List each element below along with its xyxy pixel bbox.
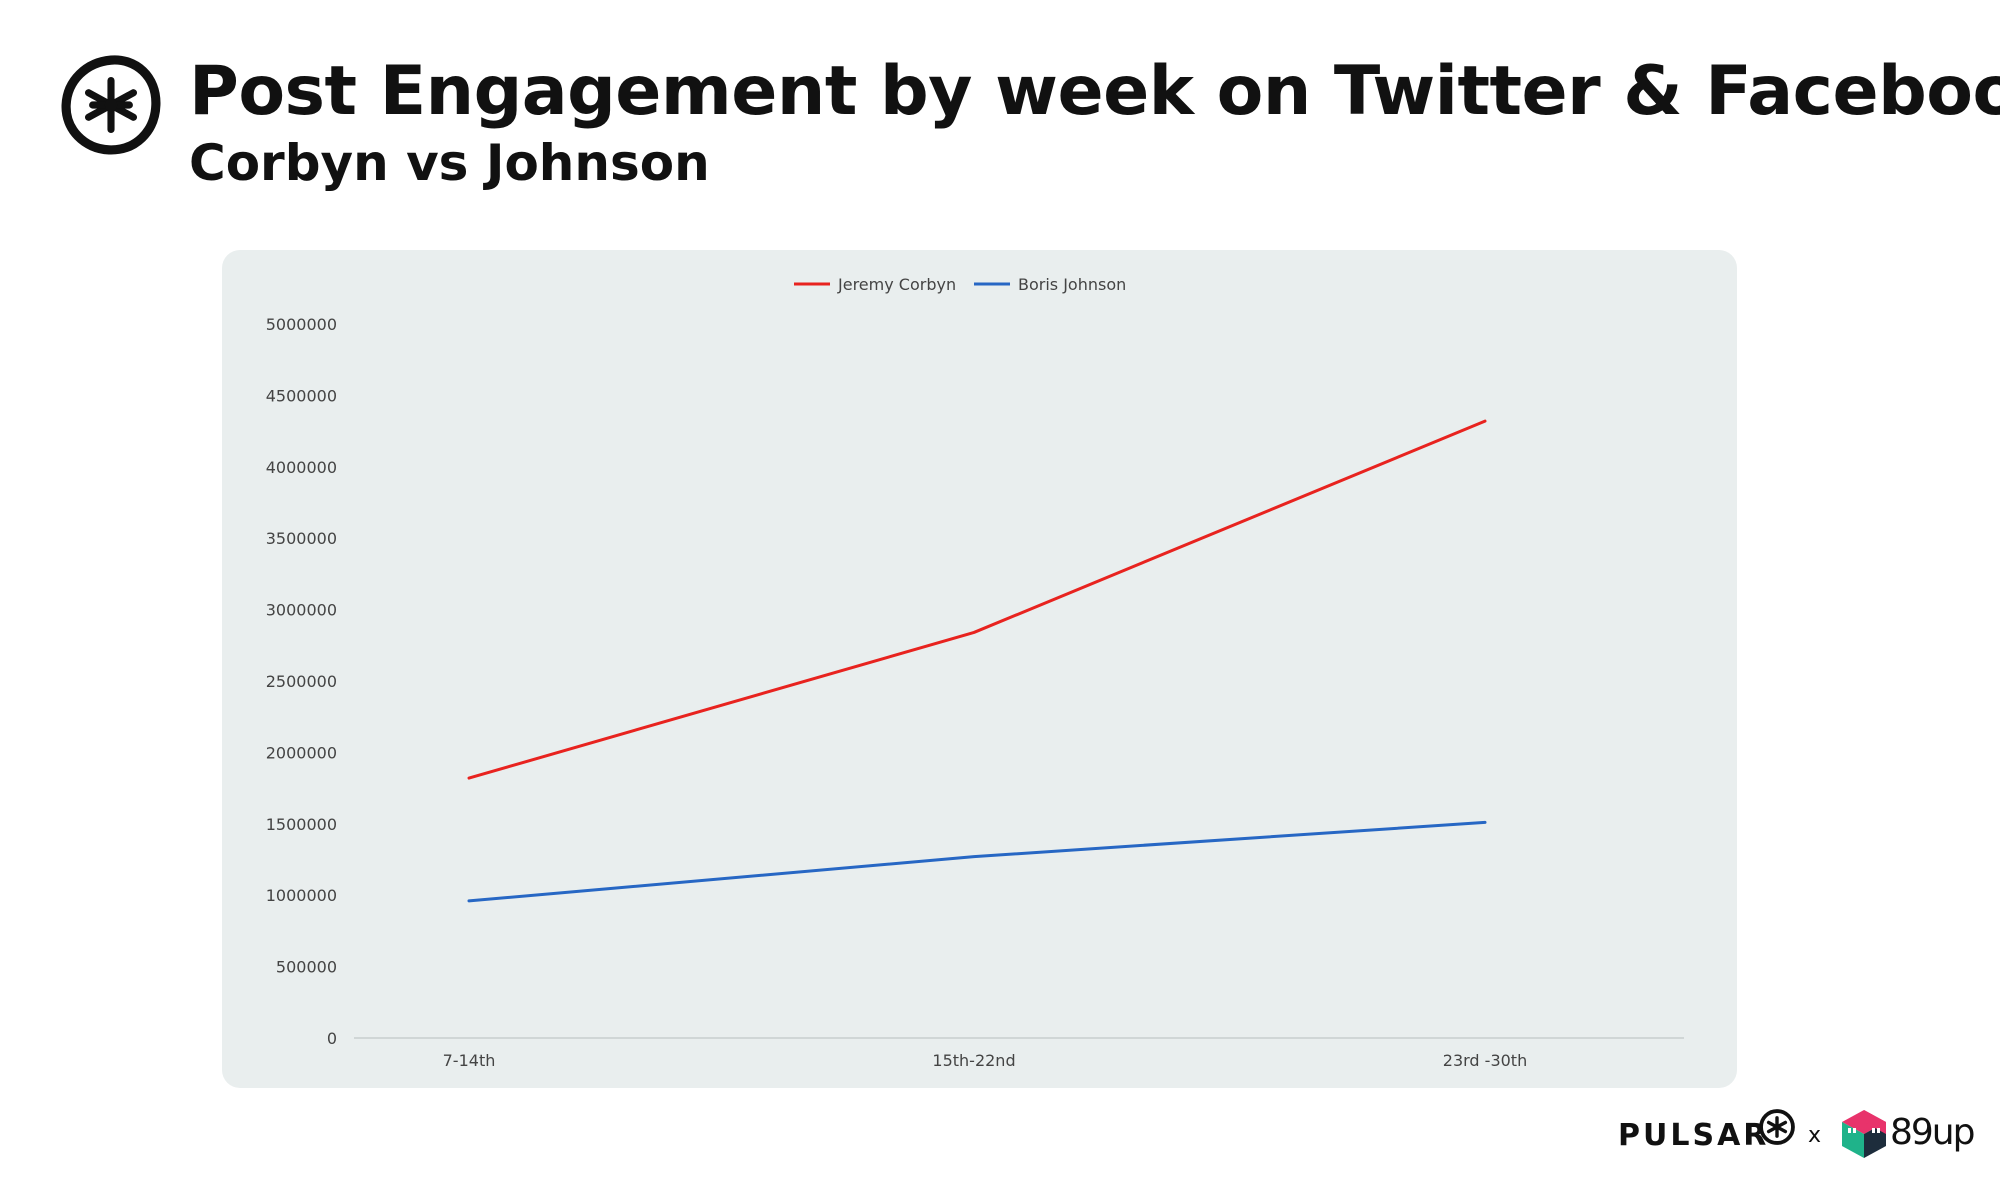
line-chart: Jeremy Corbyn Boris Johnson 0 500000 100000… [266, 275, 1684, 1070]
y-tick-label: 2000000 [266, 743, 337, 762]
x-tick-label: 15th-22nd [932, 1051, 1015, 1070]
y-tick-label: 4500000 [266, 386, 337, 405]
chart-legend: Jeremy Corbyn Boris Johnson [794, 275, 1126, 294]
pulsar-logo-icon [61, 55, 161, 155]
footer-brands: PULSAR x 89up [1618, 1108, 1975, 1160]
chart-panel: Jeremy Corbyn Boris Johnson 0 500000 100000… [222, 250, 1737, 1088]
brand-separator: x [1808, 1123, 1822, 1148]
y-tick-label: 3000000 [266, 601, 337, 620]
y-tick-label: 2500000 [266, 672, 337, 691]
page-subtitle: Corbyn vs Johnson [189, 134, 710, 192]
y-axis: 0 500000 1000000 1500000 2000000 2500000 30000… [266, 315, 337, 1048]
pulsar-wordmark: PULSAR [1618, 1118, 1770, 1153]
x-axis: 7-14th 15th-22nd 23rd -30th [354, 1037, 1684, 1070]
y-tick-label: 4000000 [266, 458, 337, 477]
series-line-boris-johnson [467, 820, 1487, 903]
series-line-jeremy-corbyn [467, 419, 1487, 780]
89up-cube-icon [1842, 1110, 1886, 1158]
89up-wordmark: 89up [1890, 1112, 1975, 1153]
legend-label: Jeremy Corbyn [837, 275, 956, 294]
legend-label: Boris Johnson [1018, 275, 1126, 294]
y-tick-label: 5000000 [266, 315, 337, 334]
y-tick-label: 0 [327, 1029, 337, 1048]
x-tick-label: 23rd -30th [1443, 1051, 1527, 1070]
x-tick-label: 7-14th [443, 1051, 496, 1070]
y-tick-label: 500000 [276, 958, 337, 977]
y-tick-label: 3500000 [266, 529, 337, 548]
series-group [467, 419, 1487, 903]
y-tick-label: 1500000 [266, 815, 337, 834]
page-title: Post Engagement by week on Twitter & Fac… [189, 52, 2000, 131]
y-tick-label: 1000000 [266, 886, 337, 905]
pulsar-mark-icon [1759, 1109, 1795, 1145]
